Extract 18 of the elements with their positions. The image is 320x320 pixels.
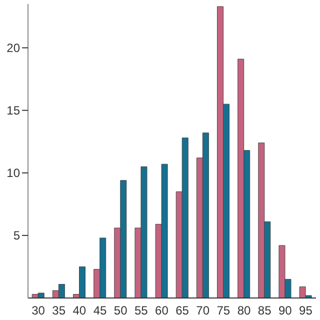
x-tick-label: 50: [114, 304, 128, 318]
x-tick-label: 45: [93, 304, 107, 318]
y-tick-label: 10: [6, 166, 20, 180]
x-tick-label: 85: [258, 304, 272, 318]
x-tick-label: 65: [176, 304, 190, 318]
x-tick-label: 80: [237, 304, 251, 318]
x-tick-label: 70: [196, 304, 210, 318]
x-tick-label: 60: [155, 304, 169, 318]
x-tick-label: 35: [52, 304, 66, 318]
y-tick-label: 20: [6, 41, 20, 56]
x-tick-label: 30: [32, 304, 46, 318]
y-tick-label: 15: [6, 104, 20, 118]
x-tick-label: 55: [134, 304, 148, 318]
x-tick-label: 90: [278, 304, 292, 318]
x-tick-label: 40: [72, 304, 86, 318]
y-tick-label: 5: [13, 228, 20, 243]
x-tick-label: 95: [299, 304, 313, 318]
x-tick-label: 75: [216, 304, 230, 318]
